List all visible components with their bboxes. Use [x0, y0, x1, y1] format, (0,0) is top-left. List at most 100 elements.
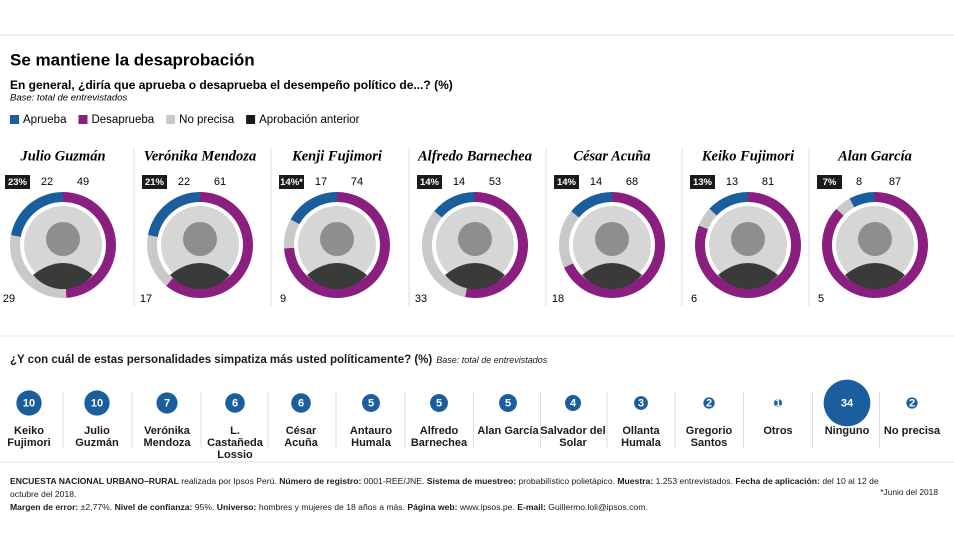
portrait-head — [458, 222, 492, 256]
category-label: Ninguno — [824, 425, 870, 437]
donut-segment — [290, 192, 337, 225]
previous-box — [142, 175, 167, 189]
value-label: 6 — [691, 293, 697, 305]
previous-box — [417, 175, 442, 189]
portrait-body — [845, 263, 905, 290]
previous-box — [690, 175, 715, 189]
donut-title: Alfredo Barnechea — [417, 148, 532, 164]
donut-segment — [422, 211, 467, 298]
value-label: 68 — [626, 176, 638, 188]
donut-segment — [434, 192, 475, 218]
category-label: Antauro Humala — [349, 425, 393, 449]
bubble — [291, 393, 311, 413]
bubble-label: 1 — [775, 397, 781, 409]
previous-label: 23% — [8, 177, 28, 188]
portrait-head — [731, 222, 765, 256]
previous-label: 13% — [693, 177, 713, 188]
footer-label: Muestra: — [617, 476, 654, 486]
footer-text: www.ipsos.pe. — [459, 502, 515, 512]
footer-label: Página web: — [407, 502, 458, 512]
donut-title: Verónika Mendoza — [144, 148, 256, 164]
previous-label: 14% — [420, 177, 440, 188]
previous-box — [279, 175, 304, 189]
bubble-label: 4 — [570, 397, 577, 409]
bubble — [16, 390, 42, 416]
value-label: 14 — [590, 176, 602, 188]
footer-text: hombres y mujeres de 18 años a más. — [258, 502, 405, 512]
portrait-head — [858, 222, 892, 256]
category-label: Keiko Fujimori — [7, 425, 51, 449]
category-label: Julio Guzmán — [75, 425, 119, 449]
bubble-label: 6 — [232, 397, 238, 409]
bubble-label: 5 — [436, 397, 442, 409]
bubble — [634, 396, 648, 410]
donut-title: Keiko Fujimori — [701, 148, 794, 164]
footer-label: Universo: — [216, 502, 257, 512]
donut-segment — [698, 208, 717, 230]
category-label: Gregorio Santos — [685, 425, 733, 449]
value-label: 5 — [818, 293, 824, 305]
footer-line: Margen de error: ±2,77%. Nivel de confia… — [10, 501, 880, 514]
footer-text: probabilístico polietápico. — [518, 476, 615, 486]
legend-swatch — [10, 115, 19, 124]
portrait-head — [320, 222, 354, 256]
note: Base: total de entrevistados — [10, 93, 127, 104]
bubble-label: 5 — [505, 397, 511, 409]
bubble — [430, 394, 448, 412]
value-label: 17 — [315, 176, 327, 188]
bubble-label: 10 — [23, 397, 35, 409]
donut-segment — [849, 192, 875, 208]
legend-label: Aprobación anterior — [259, 114, 360, 126]
portrait-body — [718, 263, 778, 290]
donut-segment — [284, 219, 300, 249]
bubble-label: 3 — [638, 397, 644, 409]
category-label: Salvador del Solar — [540, 425, 606, 449]
portrait-body — [33, 263, 93, 290]
value-label: 22 — [41, 176, 53, 188]
donut-segment — [465, 192, 529, 298]
bubble-label: 34 — [841, 397, 854, 409]
donut-title: Julio Guzmán — [19, 148, 105, 164]
footer-text: 0001-REE/JNE. — [363, 476, 425, 486]
previous-box — [817, 175, 842, 189]
bubble — [84, 390, 110, 416]
footer-label: Nivel de confianza: — [114, 502, 193, 512]
donut-segment — [166, 192, 253, 298]
value-label: 8 — [856, 176, 862, 188]
category-label: César Acuña — [284, 425, 318, 449]
footer-label: ENCUESTA NACIONAL URBANO–RURAL — [10, 476, 179, 486]
donut-segment — [147, 192, 200, 237]
previous-box — [554, 175, 579, 189]
donut-segment — [147, 235, 173, 286]
portrait-body — [307, 263, 367, 290]
subtitle: En general, ¿diría que aprueba o desapru… — [10, 78, 453, 92]
portrait-body — [445, 263, 505, 290]
bubble-label: 6 — [298, 397, 304, 409]
bubble-subtitle: Base: total de entrevistados — [436, 355, 548, 365]
value-label: 33 — [415, 293, 427, 305]
bubble-title-text: ¿Y con cuál de estas personalidades simp… — [10, 354, 433, 366]
footer-text: del 10 al 12 de octubre del 2018. — [10, 476, 879, 499]
category-label: Otros — [763, 425, 793, 437]
previous-label: 21% — [145, 177, 165, 188]
portrait-body — [582, 263, 642, 290]
legend-swatch — [246, 115, 256, 124]
footer-label: Fecha de aplicación: — [735, 476, 820, 486]
bubble — [499, 394, 517, 412]
legend-swatch — [166, 115, 176, 124]
previous-label: 14% — [557, 177, 577, 188]
legend-label: Desaprueba — [91, 114, 154, 126]
category-label: Alan García — [477, 425, 539, 437]
footer: ENCUESTA NACIONAL URBANO–RURAL realizada… — [10, 475, 880, 514]
donut-title: Alan García — [837, 148, 912, 164]
bubble-label: 10 — [91, 397, 103, 409]
footer-line: ENCUESTA NACIONAL URBANO–RURAL realizada… — [10, 475, 880, 501]
footer-text: ±2,77%. — [80, 502, 113, 512]
value-label: 81 — [762, 176, 774, 188]
footer-label: Sistema de muestreo: — [426, 476, 517, 486]
legend-swatch — [78, 115, 88, 124]
portrait-body — [170, 263, 230, 290]
donut-segment — [63, 191, 117, 298]
